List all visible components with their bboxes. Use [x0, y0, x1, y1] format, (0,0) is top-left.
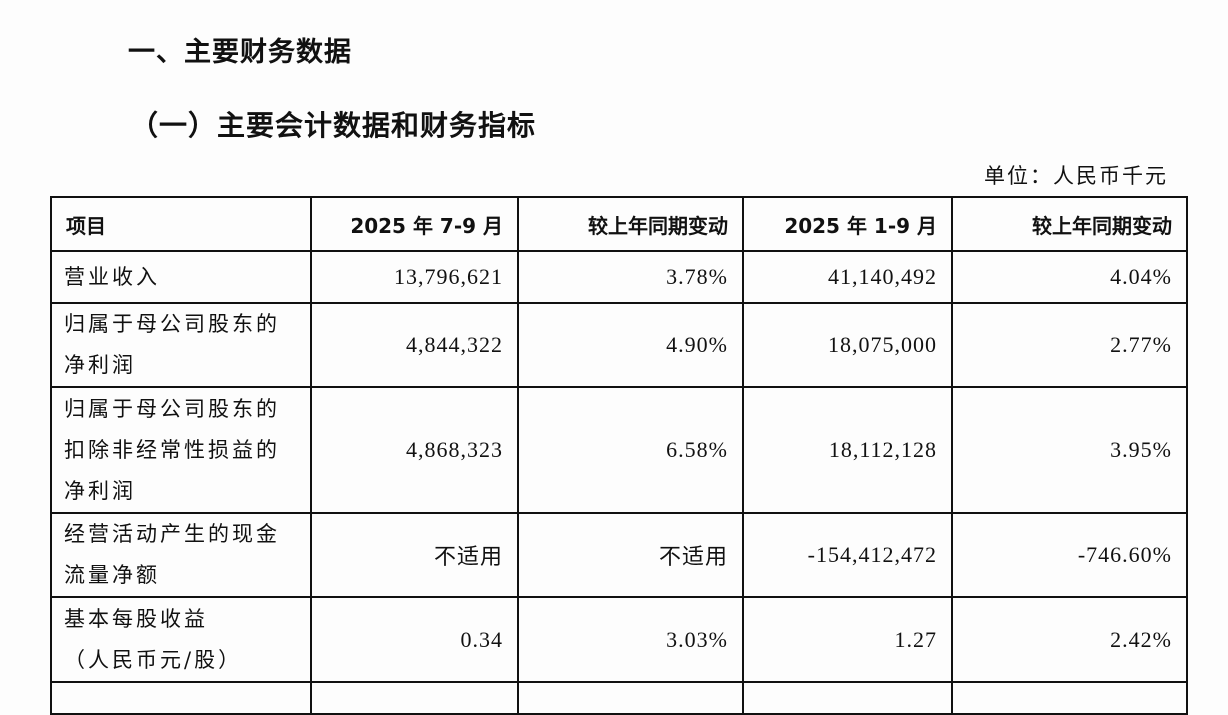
cell-q3-change: 3.03%	[517, 596, 744, 683]
table-row: 基本每股收益 （人民币元/股） 0.34 3.03% 1.27 2.42%	[50, 596, 1188, 683]
cell-ytd-change: -746.60%	[951, 512, 1188, 598]
column-header: 较上年同期变动	[517, 196, 744, 252]
row-item-line: 经营活动产生的现金	[64, 522, 280, 546]
cell-ytd: -154,412,472	[742, 512, 953, 598]
row-item-label: 营业收入	[50, 250, 312, 304]
cell-q3-change: 3.78%	[517, 250, 744, 304]
row-item-line: 归属于母公司股东的	[64, 396, 280, 421]
table-header-row: 项目 2025 年 7-9 月 较上年同期变动 2025 年 1-9 月 较上年…	[50, 196, 1188, 252]
cell-ytd: 41,140,492	[742, 250, 953, 304]
cell-ytd: 1.27	[742, 596, 953, 683]
row-item-line: 归属于母公司股东的	[64, 312, 280, 336]
row-item-label: 经营活动产生的现金 流量净额	[50, 512, 312, 598]
cell-ytd: 18,075,000	[742, 302, 953, 388]
column-header: 2025 年 1-9 月	[742, 196, 953, 252]
cell-q3-change: 不适用	[517, 512, 744, 598]
empty-cell	[742, 681, 953, 715]
cell-q3-change: 6.58%	[517, 386, 744, 514]
row-item-label: 基本每股收益 （人民币元/股）	[50, 596, 312, 683]
column-header: 项目	[50, 196, 312, 252]
table-row: 经营活动产生的现金 流量净额 不适用 不适用 -154,412,472 -746.60%	[50, 512, 1188, 598]
row-item-label: 归属于母公司股东的 净利润	[50, 302, 312, 388]
unit-label: 单位：人民币千元	[984, 164, 1168, 188]
row-item-label: 归属于母公司股东的 扣除非经常性损益的 净利润	[50, 386, 312, 514]
column-header: 2025 年 7-9 月	[310, 196, 519, 252]
row-item-line: 营业收入	[64, 264, 160, 289]
row-item-line: 净利润	[64, 478, 136, 503]
empty-cell	[951, 681, 1188, 715]
cell-q3: 4,868,323	[310, 386, 519, 514]
cell-q3: 0.34	[310, 596, 519, 683]
cell-q3: 4,844,322	[310, 302, 519, 388]
table-row: 归属于母公司股东的 扣除非经常性损益的 净利润 4,868,323 6.58% 18,11…	[50, 386, 1188, 514]
subsection-heading: （一）主要会计数据和财务指标	[130, 109, 537, 142]
cell-ytd-change: 4.04%	[951, 250, 1188, 304]
row-item-line: 净利润	[64, 353, 136, 377]
table-row-partial	[50, 681, 1188, 715]
section-heading: 一、主要财务数据	[128, 37, 352, 68]
row-item-line: 基本每股收益	[64, 606, 208, 631]
cell-q3: 13,796,621	[310, 250, 519, 304]
row-item-line: 流量净额	[64, 563, 160, 587]
row-item-line: 扣除非经常性损益的	[64, 437, 280, 462]
empty-cell	[50, 681, 312, 715]
row-item-line: （人民币元/股）	[64, 647, 243, 672]
table-row: 营业收入 13,796,621 3.78% 41,140,492 4.04%	[50, 250, 1188, 304]
financial-data-table: 项目 2025 年 7-9 月 较上年同期变动 2025 年 1-9 月 较上年…	[50, 196, 1188, 715]
cell-ytd: 18,112,128	[742, 386, 953, 514]
column-header: 较上年同期变动	[951, 196, 1188, 252]
empty-cell	[517, 681, 744, 715]
table-row: 归属于母公司股东的 净利润 4,844,322 4.90% 18,075,000 2.77…	[50, 302, 1188, 388]
cell-ytd-change: 2.77%	[951, 302, 1188, 388]
cell-q3-change: 4.90%	[517, 302, 744, 388]
cell-ytd-change: 3.95%	[951, 386, 1188, 514]
empty-cell	[310, 681, 519, 715]
cell-ytd-change: 2.42%	[951, 596, 1188, 683]
cell-q3: 不适用	[310, 512, 519, 598]
